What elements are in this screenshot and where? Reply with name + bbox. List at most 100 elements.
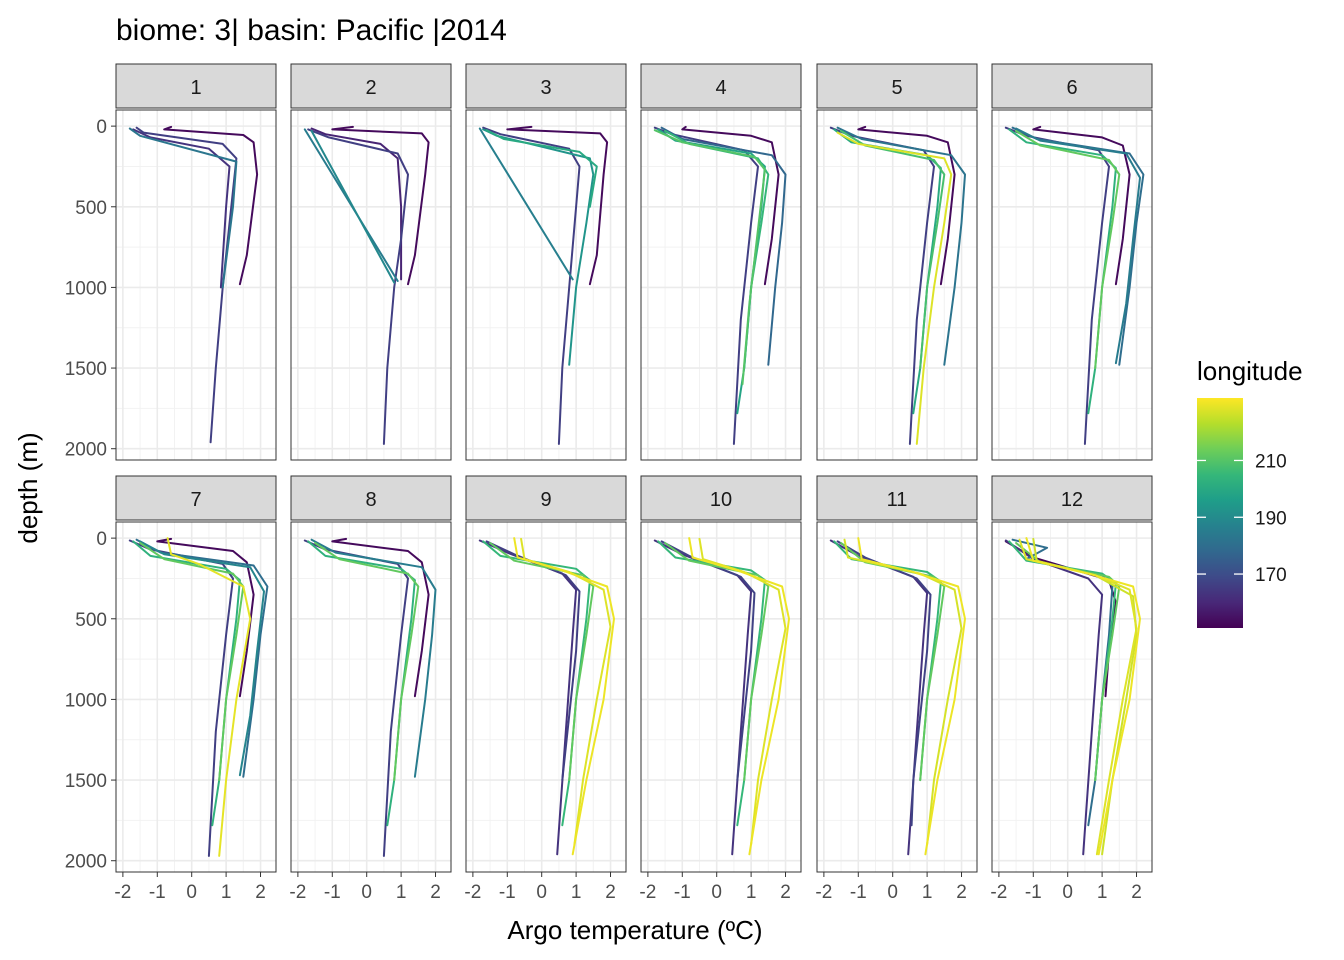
x-tick-label: 0 xyxy=(186,882,197,903)
profile-line xyxy=(698,537,787,846)
panel-border xyxy=(640,521,802,873)
x-tick-label: -1 xyxy=(674,882,691,903)
facet-panel-8: 8 -2 -1 0 1 2 xyxy=(289,475,452,903)
x-tick-label: 1 xyxy=(746,882,757,903)
facet-strip-label: 9 xyxy=(540,489,551,511)
panel-background xyxy=(291,522,451,872)
facet-strip xyxy=(290,475,452,521)
panel-background xyxy=(466,110,626,460)
facet-strip-label: 11 xyxy=(887,489,908,511)
y-tick-label: 1000 xyxy=(65,690,107,711)
facet-strip xyxy=(465,63,627,109)
facet-panel-5: 5 xyxy=(816,63,978,461)
x-tick-label: 1 xyxy=(221,882,232,903)
x-tick-label: 2 xyxy=(956,882,967,903)
x-tick-label: 1 xyxy=(1097,882,1108,903)
x-tick-label: 0 xyxy=(887,882,898,903)
x-tick-label: 0 xyxy=(1062,882,1073,903)
panel-background xyxy=(291,110,451,460)
facet-strip xyxy=(640,63,802,109)
profile-line xyxy=(653,539,753,856)
y-tick-label: 2000 xyxy=(65,852,107,873)
panel-background xyxy=(992,522,1152,872)
facet-strip-label: 8 xyxy=(365,489,376,511)
facet-strip xyxy=(290,63,452,109)
panel-background xyxy=(992,110,1152,460)
legend-tick-label: 210 xyxy=(1255,451,1287,472)
profile-line xyxy=(478,127,574,281)
panel-background xyxy=(116,110,276,460)
profile-line xyxy=(836,540,932,827)
x-axis-title: Argo temperature (ºC) xyxy=(507,915,762,945)
facet-strip-label: 5 xyxy=(891,77,902,99)
facet-panel-11: 11 -2 -1 0 1 2 xyxy=(815,475,978,903)
profile-line xyxy=(314,542,420,782)
facet-strip-label: 6 xyxy=(1066,77,1077,99)
panel-border xyxy=(991,109,1153,461)
profile-line xyxy=(836,131,953,445)
x-tick-label: 0 xyxy=(536,882,547,903)
profile-line xyxy=(681,125,780,286)
profile-line xyxy=(1025,537,1141,856)
panel-border xyxy=(465,521,627,873)
x-tick-label: 0 xyxy=(711,882,722,903)
x-tick-label: 2 xyxy=(1131,882,1142,903)
profile-line xyxy=(1004,126,1110,445)
profile-line xyxy=(139,540,265,777)
x-tick-label: -1 xyxy=(149,882,166,903)
panel-border xyxy=(290,521,452,873)
profile-line xyxy=(478,539,578,856)
profile-line xyxy=(660,126,787,366)
x-tick-label: 2 xyxy=(255,882,266,903)
facet-strip-label: 10 xyxy=(710,489,732,511)
x-tick-label: 1 xyxy=(571,882,582,903)
facet-strip xyxy=(816,475,978,521)
x-tick-label: 2 xyxy=(430,882,441,903)
y-tick-label: 0 xyxy=(96,117,107,138)
x-tick-label: -1 xyxy=(324,882,341,903)
y-tick-label: 1500 xyxy=(65,359,107,380)
profile-line xyxy=(836,126,966,366)
facet-panel-4: 4 xyxy=(640,63,802,461)
y-axis-title: depth (m) xyxy=(13,432,43,543)
profile-line xyxy=(664,542,770,782)
facet-strip-label: 12 xyxy=(1061,489,1083,511)
color-legend: longitude 170 190 210 xyxy=(1197,356,1303,628)
panel-border xyxy=(816,109,978,461)
profile-line xyxy=(506,125,609,286)
facet-strip xyxy=(640,475,802,521)
panel-border xyxy=(816,521,978,873)
x-tick-label: 1 xyxy=(922,882,933,903)
facet-strip xyxy=(115,475,277,521)
facet-strip-label: 2 xyxy=(365,77,376,99)
panel-border xyxy=(115,109,277,461)
profile-line xyxy=(310,130,396,284)
profile-line xyxy=(1015,130,1121,370)
profile-line xyxy=(489,542,595,782)
facet-strip xyxy=(115,63,277,109)
facet-panel-3: 3 xyxy=(465,63,627,461)
profile-line xyxy=(331,125,430,286)
y-tick-label: 2000 xyxy=(65,440,107,461)
panel-background xyxy=(641,110,801,460)
x-tick-label: -2 xyxy=(114,882,131,903)
x-tick-label: 0 xyxy=(361,882,372,903)
x-tick-label: 2 xyxy=(780,882,791,903)
facet-panel-12: 12-2 -1 0 1 2 xyxy=(990,475,1153,903)
facet-strip xyxy=(465,475,627,521)
profile-line xyxy=(857,537,966,856)
legend-title: longitude xyxy=(1197,356,1303,386)
panel-background xyxy=(817,110,977,460)
x-tick-label: -2 xyxy=(289,882,306,903)
facet-strip xyxy=(991,475,1153,521)
y-tick-label: 1500 xyxy=(65,771,107,792)
profile-line xyxy=(307,128,409,445)
facet-panel-10: 10 -2 -1 0 1 2 xyxy=(639,475,802,903)
profile-line xyxy=(1032,125,1131,286)
chart-title: biome: 3| basin: Pacific |2014 xyxy=(116,14,507,47)
facet-strip xyxy=(816,63,978,109)
profile-line xyxy=(843,538,963,846)
panel-border xyxy=(640,109,802,461)
